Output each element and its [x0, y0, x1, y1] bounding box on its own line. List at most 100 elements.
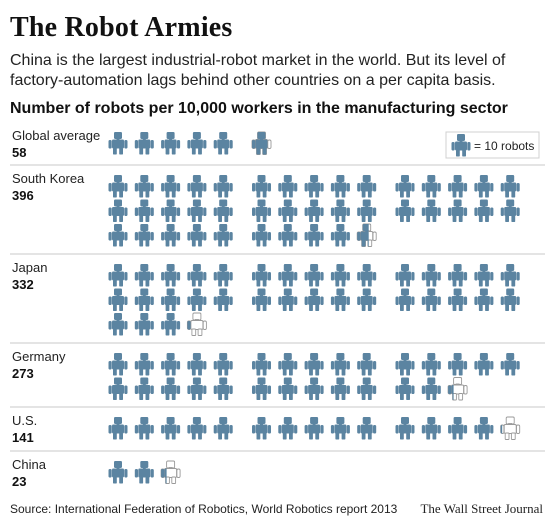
robot-icon [330, 175, 350, 198]
robot-icon [213, 199, 233, 222]
robot-icon [108, 288, 128, 311]
robot-icon [108, 313, 128, 336]
robot-icon [421, 264, 441, 287]
chart-title: The Robot Armies [10, 12, 233, 43]
robot-icon [134, 377, 154, 400]
robot-icon [108, 461, 128, 484]
chart-section-heading: Number of robots per 10,000 workers in t… [10, 100, 508, 117]
robot-icon-partial [356, 223, 377, 247]
robot-icon [161, 353, 181, 376]
robot-icon [252, 175, 271, 198]
robot-icon [187, 132, 207, 155]
robot-icon [448, 264, 468, 287]
category-label: Japan [12, 260, 47, 275]
robot-icon [395, 288, 415, 311]
robot-icon [108, 132, 128, 155]
source-note: Source: International Federation of Robo… [10, 502, 398, 516]
robot-icon [108, 264, 128, 287]
category-row: South Korea 396 [12, 171, 520, 247]
robot-icon [448, 353, 468, 376]
robot-icon [108, 224, 128, 247]
robot-icon [252, 199, 271, 222]
robot-icon [108, 175, 128, 198]
legend-label: = 10 robots [474, 139, 534, 153]
robot-icon [278, 224, 298, 247]
chart-rows: Global average 58 South Korea 396 Japan 332 Ge… [10, 128, 545, 489]
category-row: China 23 [12, 457, 181, 489]
robot-icon [161, 313, 181, 336]
robot-icon [213, 417, 233, 440]
robot-icon [304, 288, 324, 311]
robot-icon [330, 224, 350, 247]
robot-icon [161, 288, 181, 311]
robot-icon [213, 224, 233, 247]
robot-icon [134, 132, 154, 155]
robot-icon [134, 288, 154, 311]
robot-icon [395, 199, 415, 222]
robot-icon [187, 377, 207, 400]
robot-icon [500, 175, 520, 198]
value-label: 273 [12, 366, 34, 381]
robot-icon [134, 313, 154, 336]
category-label: Germany [12, 349, 66, 364]
robot-icon [213, 353, 233, 376]
robot-icon [278, 288, 298, 311]
robot-icon [357, 264, 377, 287]
robot-icon [448, 199, 468, 222]
robot-icon [395, 417, 415, 440]
value-label: 141 [12, 430, 34, 445]
robot-icon [304, 377, 324, 400]
robot-icon [304, 264, 324, 287]
robot-icon [448, 288, 468, 311]
value-label: 58 [12, 145, 26, 160]
robot-icon [278, 377, 298, 400]
robot-icon [448, 175, 468, 198]
robot-icon [357, 377, 377, 400]
robot-icon [330, 353, 350, 376]
chart-legend: = 10 robots [445, 131, 540, 159]
robot-icon [500, 353, 520, 376]
robot-icon [108, 377, 128, 400]
robot-icon [278, 199, 298, 222]
category-row: U.S. 141 [12, 413, 521, 445]
robot-icon [134, 264, 154, 287]
category-label: Global average [12, 128, 100, 143]
robot-icon [330, 264, 350, 287]
robot-icon [187, 417, 207, 440]
value-label: 23 [12, 474, 26, 489]
robot-icon [187, 199, 207, 222]
robot-icon [187, 288, 207, 311]
robot-icon [330, 377, 350, 400]
robot-icon [278, 264, 298, 287]
robot-icon [421, 199, 441, 222]
robot-icon [330, 199, 350, 222]
value-label: 396 [12, 188, 34, 203]
robot-icon [395, 264, 415, 287]
robot-icon [474, 417, 494, 440]
robot-icon [252, 377, 271, 400]
category-label: China [12, 457, 47, 472]
robot-icon [134, 417, 154, 440]
robot-icon [304, 353, 324, 376]
category-row: Global average 58 [12, 128, 272, 160]
robot-icon [474, 264, 494, 287]
robot-icon [187, 264, 207, 287]
robot-icon [395, 353, 415, 376]
robot-icon [134, 461, 154, 484]
robot-icon [357, 288, 377, 311]
robot-icon [187, 175, 207, 198]
robot-icon [108, 417, 128, 440]
robot-icon [134, 224, 154, 247]
robot-icon [252, 264, 271, 287]
robot-icon [161, 132, 181, 155]
robot-icon [278, 353, 298, 376]
robot-icon [252, 353, 271, 376]
robot-icon [187, 353, 207, 376]
robot-icon [474, 288, 494, 311]
robot-icon [421, 417, 441, 440]
robot-icon [278, 417, 298, 440]
robot-icon [500, 199, 520, 222]
robot-icon [474, 353, 494, 376]
robot-icon [161, 224, 181, 247]
